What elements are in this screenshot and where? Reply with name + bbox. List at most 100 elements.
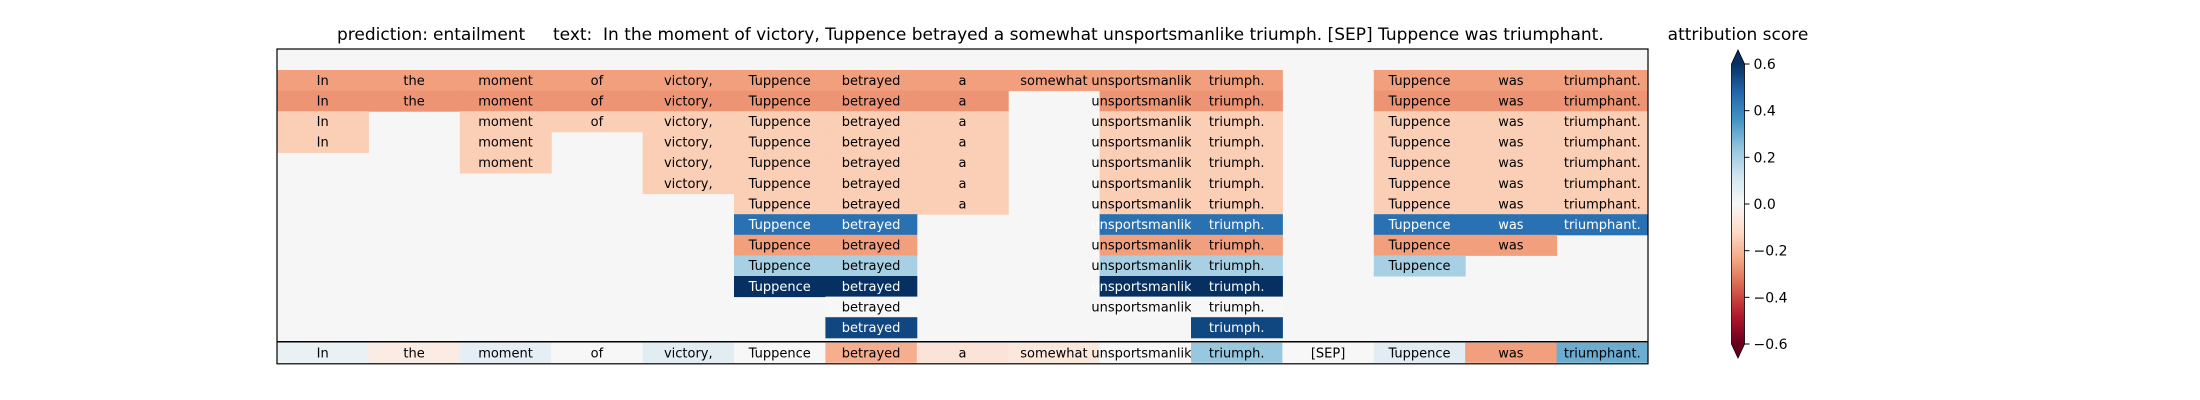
heatmap-cell-label: Tuppence [748,197,811,212]
heatmap-cell-label: betrayed [842,197,901,212]
bottom-row-cell [368,342,461,363]
heatmap-cell [1465,70,1558,92]
heatmap-cell [1099,131,1192,153]
heatmap-cell-label: triumphant. [1564,136,1641,151]
colorbar-tick-label: 0.2 [1754,150,1776,166]
text-label: text: [553,25,592,45]
bottom-row-cell [1099,342,1192,363]
heatmap-cell [916,193,1009,215]
heatmap-cell-label: Tuppence [1387,197,1450,212]
heatmap-cell-label: moment [478,94,533,109]
heatmap-cell-label: the [403,74,424,89]
heatmap-cell [277,90,369,112]
heatmap-cell [1373,152,1466,174]
heatmap-cell [1099,111,1192,133]
heatmap-cell [1373,111,1466,133]
heatmap-cell [734,70,826,92]
heatmap-cell-label: was [1498,94,1524,109]
heatmap-cell [825,70,918,92]
heatmap-cell [1191,90,1283,112]
heatmap-cell-label: victory, [664,94,713,109]
heatmap-cell-label: a [959,156,967,171]
heatmap-cell-label: victory, [664,74,713,89]
heatmap-cell-label: triumphant. [1564,115,1641,130]
heatmap-cell [277,70,369,92]
chart-header: prediction: entailment text: In the mome… [337,25,1604,45]
heatmap-cell-label: triumphant. [1564,218,1641,233]
heatmap-cell-label: moment [478,115,533,130]
bottom-row-cell [1373,342,1466,363]
heatmap-cell [1465,234,1558,256]
heatmap-cell [1465,90,1558,112]
heatmap-cell-label: was [1498,115,1524,130]
heatmap-cell-label: betrayed [842,94,901,109]
heatmap-cell-label: triumph. [1209,74,1265,89]
heatmap-cell-label: betrayed [842,156,901,171]
heatmap-cell [1556,214,1649,236]
heatmap-cell-label: triumphant. [1564,156,1641,171]
heatmap-cell [825,214,918,236]
bottom-row-cell [277,342,369,363]
heatmap-cell-label: was [1498,177,1524,192]
heatmap-cell-label: Tuppence [1387,94,1450,109]
heatmap-cell [1008,70,1101,92]
heatmap-cell [916,70,1009,92]
heatmap-cell [1373,173,1466,195]
heatmap-cell-label: Tuppence [1387,115,1450,130]
heatmap-cell-label: unsportsmanlike [1091,197,1199,212]
colorbar-tick-label: 0.6 [1754,57,1776,73]
bottom-row-label: was [1498,346,1524,361]
heatmap-cell [1191,70,1283,92]
bottom-row-label: betrayed [842,346,901,361]
heatmap-cell [459,152,552,174]
heatmap-cell [734,276,826,298]
heatmap-cell [825,296,918,318]
heatmap-cell-label: triumph. [1209,177,1265,192]
heatmap-cell [459,111,552,133]
bottom-row-cell [1008,342,1101,363]
heatmap-cell-label: unsportsmanlike [1091,280,1199,295]
heatmap-cell [1099,234,1192,256]
heatmap-cell [642,173,735,195]
heatmap-cell [734,214,826,236]
heatmap-cell-label: betrayed [842,239,901,254]
bottom-row-cell [459,342,552,363]
heatmap-cell-label: Tuppence [1387,136,1450,151]
heatmap-cell-label: In [317,74,329,89]
heatmap-cell [642,152,735,174]
heatmap-cell-label: a [959,197,967,212]
heatmap-cell [1556,111,1649,133]
heatmap-cell [1191,234,1283,256]
heatmap-cell-label: In [317,115,329,130]
heatmap-cell [1191,317,1283,339]
heatmap-body: In the moment of victory, Tuppence betrayed a so… [276,48,1649,365]
heatmap-cell-label: triumph. [1209,218,1265,233]
heatmap-cell-label: a [959,177,967,192]
heatmap-cell-label: unsportsmanlike [1091,74,1199,89]
heatmap-cell-label: triumphant. [1564,74,1641,89]
heatmap-cell [1099,70,1192,92]
heatmap-cell-label: betrayed [842,218,901,233]
heatmap-cell [1373,214,1466,236]
heatmap-cell [825,255,918,277]
heatmap-cell [551,111,644,133]
heatmap-cell [1556,152,1649,174]
heatmap-cell-label: unsportsmanlike [1091,218,1199,233]
heatmap-cell [642,70,735,92]
heatmap-cell [459,90,552,112]
heatmap-cell-label: a [959,136,967,151]
heatmap-cell [1373,255,1466,277]
bottom-row-label: In [317,346,329,361]
heatmap-cell-label: betrayed [842,259,901,274]
heatmap-cell [734,173,826,195]
heatmap-cell [551,70,644,92]
heatmap-cell [459,70,552,92]
heatmap-cell [825,234,918,256]
heatmap-cell [734,152,826,174]
heatmap-cell [277,131,369,153]
heatmap-cell [825,193,918,215]
heatmap-cell-label: unsportsmanlike [1091,259,1199,274]
bottom-row-label: unsportsmanlike [1091,346,1199,361]
heatmap-cell [916,173,1009,195]
heatmap-cell-label: Tuppence [748,280,811,295]
